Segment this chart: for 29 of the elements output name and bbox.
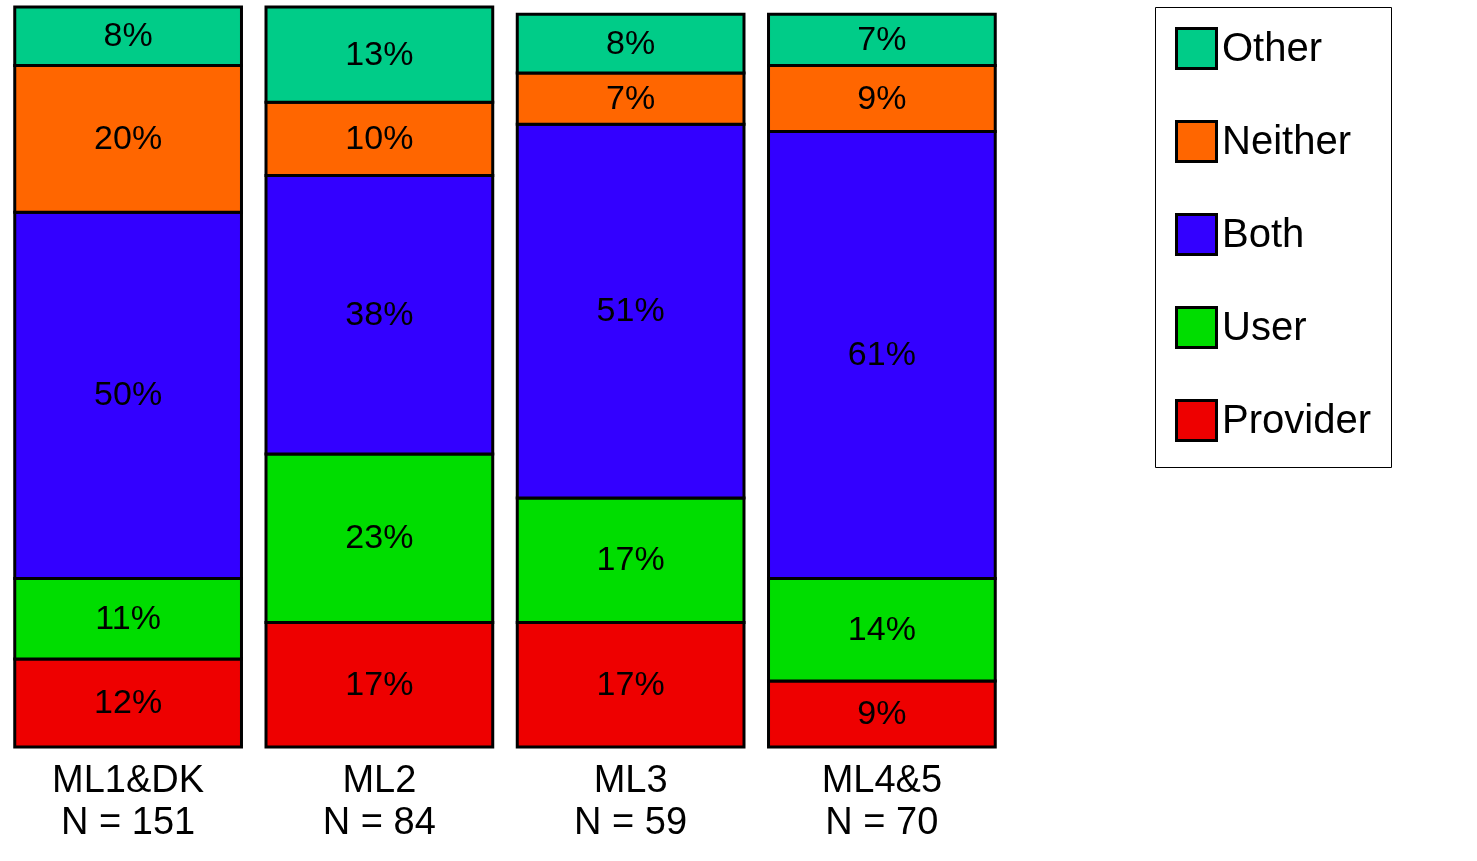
data-label: 17% (596, 663, 665, 702)
data-label: 51% (596, 290, 665, 329)
data-label: 9% (857, 77, 907, 116)
data-label: 13% (345, 33, 414, 72)
data-label: 8% (606, 22, 656, 61)
x-tick-label: ML2 N = 84 (322, 757, 436, 842)
data-label: 11% (95, 597, 161, 636)
data-label: 50% (94, 374, 163, 413)
legend-label: Provider (1222, 396, 1371, 441)
x-tick-label: ML4&5 N = 70 (821, 757, 943, 842)
data-label: 14% (847, 608, 916, 647)
data-label: 17% (345, 663, 414, 702)
data-label: 23% (345, 517, 414, 556)
x-tick-label: ML3 N = 59 (574, 757, 688, 842)
data-label: 17% (596, 539, 665, 578)
legend-label: User (1222, 303, 1307, 348)
data-label: 61% (847, 334, 916, 373)
legend-label: Both (1222, 210, 1305, 255)
data-label: 38% (345, 293, 414, 332)
data-label: 20% (94, 117, 163, 156)
data-label: 10% (345, 117, 414, 156)
legend-label: Neither (1222, 117, 1351, 162)
x-tick-label: ML1&DK N = 151 (52, 757, 205, 842)
data-label: 12% (94, 682, 163, 721)
data-label: 7% (857, 18, 907, 57)
data-label: 8% (103, 15, 153, 54)
data-label: 9% (857, 693, 907, 732)
data-label: 7% (606, 77, 656, 116)
legend-label: Other (1222, 24, 1323, 69)
